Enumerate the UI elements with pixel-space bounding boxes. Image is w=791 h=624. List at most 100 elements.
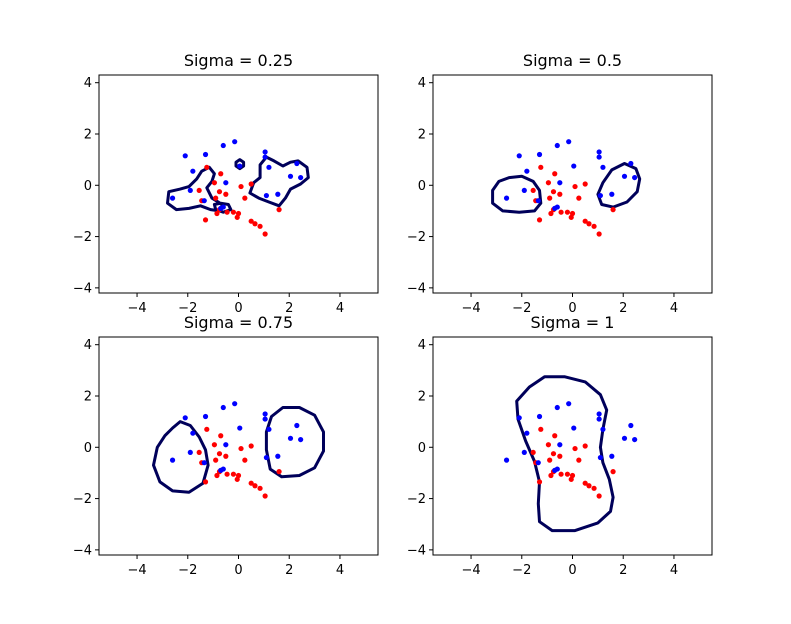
blue-point: [596, 411, 602, 417]
y-tick-label: 0: [84, 179, 92, 194]
blue-point: [202, 151, 209, 158]
blue-point: [266, 164, 272, 170]
blue-point: [237, 163, 243, 169]
x-tick-label: −2: [512, 563, 531, 578]
subplot-1: Sigma = 0.25 −4 −2 0 2 4 −4 −2 0 2 4: [73, 51, 379, 316]
subplot-title: Sigma = 1: [531, 313, 615, 332]
red-point: [214, 210, 220, 217]
x-tick-label: 2: [285, 301, 293, 316]
red-point: [218, 171, 224, 177]
blue-point: [220, 404, 226, 411]
red-point: [582, 480, 588, 486]
y-tick-label: 2: [418, 127, 426, 142]
blue-point: [524, 430, 530, 436]
blue-point: [190, 430, 196, 436]
red-point: [230, 209, 237, 215]
blue-point: [597, 192, 604, 199]
blue-point: [566, 139, 572, 145]
decision-boundary-contour: [596, 162, 642, 209]
red-point: [586, 483, 592, 489]
red-point: [548, 210, 554, 217]
subplot-title: Sigma = 0.75: [184, 313, 293, 332]
red-point: [576, 195, 582, 201]
red-point: [223, 453, 229, 459]
red-point: [224, 471, 230, 477]
red-point: [214, 472, 220, 479]
red-point: [538, 426, 544, 432]
blue-point: [536, 413, 543, 420]
red-point: [586, 221, 592, 227]
red-point: [216, 451, 223, 457]
red-point: [568, 214, 574, 220]
decision-boundary-contour: [166, 165, 225, 213]
blue-point: [609, 191, 615, 197]
red-point: [596, 493, 602, 499]
blue-point: [554, 142, 560, 149]
y-tick-label: 0: [84, 441, 92, 456]
red-point: [564, 471, 571, 477]
blue-point: [516, 415, 522, 421]
y-tick-label: −2: [73, 230, 92, 245]
red-point: [248, 443, 254, 449]
x-tick-label: −4: [127, 301, 146, 316]
red-point: [591, 485, 597, 491]
y-tick-label: 4: [418, 338, 426, 353]
axes-frame: [98, 336, 379, 556]
subplot-2: Sigma = 0.5 −4 −2 0 2 4 −4 −2 0 2 4: [407, 51, 713, 316]
red-point: [242, 195, 248, 201]
red-point: [213, 195, 219, 201]
x-tick-label: 0: [568, 563, 576, 578]
decision-boundary-contour: [491, 174, 543, 214]
y-tick-label: −2: [407, 230, 426, 245]
blue-point: [263, 454, 269, 461]
blue-point: [535, 198, 541, 204]
plot-area: [491, 139, 642, 237]
blue-point: [187, 187, 193, 194]
subplot-title: Sigma = 0.25: [184, 51, 293, 70]
decision-boundary-contour: [212, 201, 233, 214]
y-tick-label: 4: [84, 76, 92, 91]
blue-point: [298, 174, 304, 181]
axes-frame: [432, 336, 713, 556]
plot-area: [503, 375, 638, 533]
plot-area: [166, 139, 310, 237]
blue-point: [503, 457, 510, 463]
x-tick-label: 2: [285, 563, 293, 578]
red-point: [564, 209, 571, 215]
x-tick-label: −2: [178, 301, 197, 316]
y-tick-label: −4: [73, 281, 92, 296]
red-point: [576, 457, 582, 463]
red-point: [234, 214, 240, 220]
blue-point: [294, 422, 300, 429]
red-point: [262, 231, 268, 237]
blue-point: [298, 436, 304, 443]
red-point: [252, 221, 258, 227]
red-point: [610, 207, 616, 213]
red-point: [224, 209, 230, 215]
blue-point: [294, 160, 300, 167]
y-tick-label: −4: [407, 543, 426, 558]
blue-point: [202, 413, 209, 420]
red-point: [248, 181, 254, 187]
x-tick-label: 4: [336, 563, 344, 578]
red-point: [552, 433, 558, 439]
red-point: [257, 223, 263, 229]
plot-area: [152, 401, 325, 499]
red-point: [548, 472, 554, 479]
blue-point: [600, 426, 606, 432]
blue-point: [262, 154, 268, 160]
decision-boundary-contour: [515, 375, 615, 533]
red-point: [547, 457, 553, 463]
axes-frame: [98, 74, 379, 294]
red-point: [610, 469, 616, 475]
red-point: [204, 164, 210, 170]
red-point: [530, 187, 536, 194]
subplot-3: Sigma = 0.75 −4 −2 0 2 4 −4 −2 0 2 4: [73, 313, 379, 578]
blue-point: [535, 460, 541, 466]
red-point: [204, 426, 210, 432]
blue-point: [182, 415, 188, 421]
red-point: [262, 493, 268, 499]
blue-point: [621, 173, 628, 179]
blue-point: [223, 442, 229, 448]
x-tick-label: 4: [336, 301, 344, 316]
